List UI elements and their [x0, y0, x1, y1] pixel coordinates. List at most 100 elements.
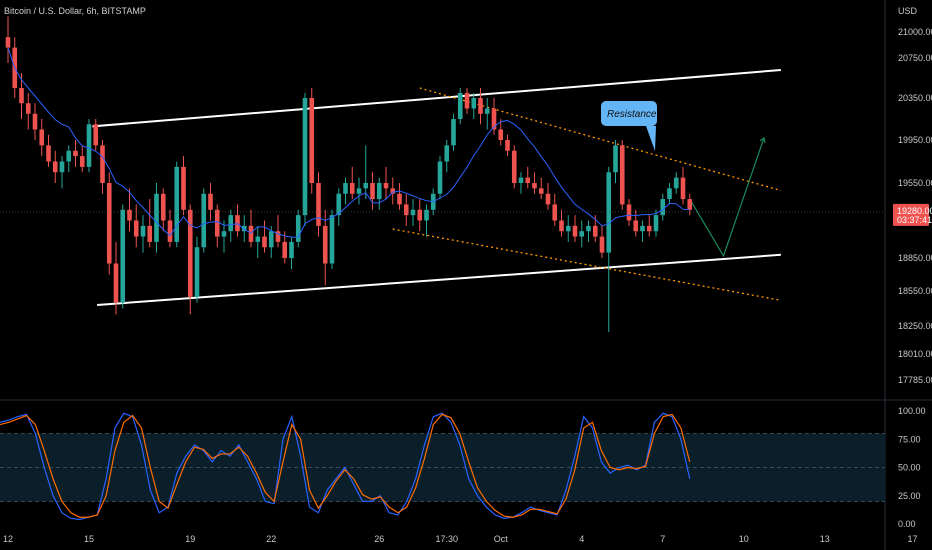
candle-body[interactable]: [59, 161, 65, 173]
candle-body[interactable]: [687, 199, 693, 210]
candle-body[interactable]: [579, 231, 585, 237]
candle-body[interactable]: [120, 209, 126, 303]
candle-body[interactable]: [532, 183, 537, 189]
candle-body[interactable]: [633, 220, 639, 232]
candle-body[interactable]: [505, 140, 510, 151]
candle-body[interactable]: [619, 145, 625, 205]
candle-body[interactable]: [268, 231, 274, 248]
candle-body[interactable]: [390, 188, 396, 194]
resistance-annotation[interactable]: Resistance.: [601, 101, 659, 151]
candle-body[interactable]: [154, 193, 159, 242]
candle-body[interactable]: [356, 188, 362, 194]
candle-body[interactable]: [140, 225, 146, 237]
candle-body[interactable]: [457, 93, 463, 119]
candle-body[interactable]: [322, 225, 328, 264]
candle-body[interactable]: [241, 225, 247, 232]
candle-body[interactable]: [295, 215, 301, 242]
candle-body[interactable]: [525, 177, 531, 183]
candle-body[interactable]: [640, 225, 645, 232]
candle-body[interactable]: [336, 193, 342, 216]
candle-body[interactable]: [437, 161, 443, 194]
candle-body[interactable]: [349, 183, 355, 194]
candle-body[interactable]: [66, 150, 72, 162]
candle-body[interactable]: [194, 247, 200, 297]
candle-body[interactable]: [403, 204, 409, 216]
candle-body[interactable]: [275, 231, 281, 242]
candle-body[interactable]: [592, 225, 598, 237]
candle-body[interactable]: [397, 193, 402, 205]
candle-body[interactable]: [113, 263, 119, 303]
candle-body[interactable]: [79, 156, 85, 167]
candle-body[interactable]: [5, 37, 11, 48]
candle-body[interactable]: [424, 209, 429, 221]
candle-body[interactable]: [93, 124, 99, 146]
candle-body[interactable]: [262, 236, 267, 248]
candle-body[interactable]: [586, 225, 591, 232]
candle-body[interactable]: [86, 124, 92, 167]
candle-body[interactable]: [19, 88, 24, 104]
candle-body[interactable]: [572, 225, 578, 237]
candle-body[interactable]: [235, 215, 240, 232]
candle-body[interactable]: [316, 183, 321, 226]
candle-body[interactable]: [464, 93, 470, 109]
candle-body[interactable]: [32, 113, 38, 130]
candle-body[interactable]: [444, 145, 450, 162]
candle-body[interactable]: [181, 166, 186, 210]
candle-body[interactable]: [221, 231, 227, 237]
candle-body[interactable]: [248, 225, 254, 242]
candles[interactable]: [5, 16, 693, 332]
candle-body[interactable]: [471, 98, 477, 109]
candle-body[interactable]: [491, 108, 497, 130]
candle-body[interactable]: [626, 204, 632, 221]
candle-body[interactable]: [39, 129, 45, 146]
candle-body[interactable]: [653, 215, 659, 232]
candle-body[interactable]: [613, 145, 618, 173]
candle-body[interactable]: [451, 119, 456, 146]
candle-body[interactable]: [201, 193, 207, 248]
candle-body[interactable]: [343, 183, 348, 194]
candle-body[interactable]: [147, 225, 153, 242]
candle-body[interactable]: [383, 183, 389, 189]
candle-body[interactable]: [599, 236, 605, 253]
candle-body[interactable]: [363, 183, 369, 189]
candle-body[interactable]: [417, 209, 423, 221]
candle-body[interactable]: [174, 166, 180, 242]
candle-body[interactable]: [559, 220, 564, 232]
candle-body[interactable]: [518, 177, 524, 183]
candle-body[interactable]: [167, 220, 173, 242]
candle-body[interactable]: [255, 236, 261, 242]
candle-body[interactable]: [478, 98, 483, 114]
candle-body[interactable]: [208, 193, 213, 210]
candle-body[interactable]: [187, 209, 193, 297]
candle-body[interactable]: [228, 215, 234, 232]
candle-body[interactable]: [133, 220, 139, 237]
candle-body[interactable]: [511, 150, 517, 183]
candle-body[interactable]: [282, 241, 288, 258]
candle-body[interactable]: [606, 172, 612, 253]
candle-body[interactable]: [329, 215, 335, 264]
candle-body[interactable]: [660, 199, 666, 216]
candle-body[interactable]: [160, 193, 166, 221]
candle-body[interactable]: [484, 108, 490, 114]
candle-body[interactable]: [565, 225, 571, 232]
candle-body[interactable]: [100, 145, 105, 183]
candle-body[interactable]: [127, 209, 132, 221]
candle-body[interactable]: [538, 188, 544, 194]
price-axis[interactable]: 21000.00 20750.00 20350.00 19950.00 19550.00…: [0, 27, 932, 385]
candle-body[interactable]: [680, 177, 686, 200]
candle-body[interactable]: [214, 209, 220, 237]
candle-body[interactable]: [25, 103, 31, 114]
annotation-bubble[interactable]: [601, 101, 657, 126]
candle-body[interactable]: [410, 209, 416, 216]
candle-body[interactable]: [73, 150, 78, 157]
candle-body[interactable]: [106, 183, 112, 264]
candle-body[interactable]: [370, 183, 375, 200]
candle-body[interactable]: [376, 183, 382, 200]
candle-body[interactable]: [667, 188, 672, 200]
candle-body[interactable]: [545, 193, 551, 205]
candle-body[interactable]: [52, 161, 58, 173]
candle-body[interactable]: [498, 129, 504, 141]
candle-body[interactable]: [673, 177, 679, 189]
